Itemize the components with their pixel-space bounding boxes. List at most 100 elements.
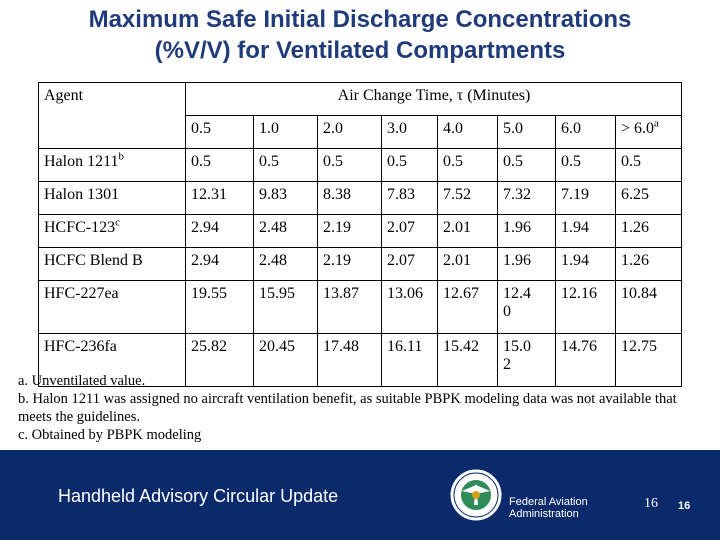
slide-title: Maximum Safe Initial Discharge Concentra… bbox=[0, 4, 720, 66]
table-row: HCFC-123c 2.94 2.48 2.19 2.07 2.01 1.96 1.94 1.2… bbox=[38, 214, 682, 248]
value-cell: 15.42 bbox=[437, 333, 498, 387]
concentration-value: 12.67 bbox=[443, 285, 479, 302]
concentration-value: 15.42 bbox=[443, 338, 479, 355]
concentration-value: 7.19 bbox=[561, 186, 589, 203]
concentration-value: 2.94 bbox=[191, 252, 219, 269]
concentration-value: 1.96 bbox=[503, 219, 531, 236]
agent-footnote-marker: b bbox=[118, 150, 125, 163]
concentration-value: 17.48 bbox=[323, 338, 359, 355]
column-header-cell: > 6.0a bbox=[615, 115, 682, 149]
concentration-value: 13.87 bbox=[323, 285, 359, 302]
agent-name: HFC-227ea bbox=[44, 285, 119, 302]
column-header-row: 0.5 1.0 2.0 3.0 4.0 5.0 6.0 > 6.0a bbox=[39, 115, 682, 149]
concentration-table: Agent Air Change Time, τ (Minutes) 0.5 1.… bbox=[38, 82, 682, 387]
column-header-cell: 4.0 bbox=[437, 115, 498, 149]
value-cell: 7.19 bbox=[555, 181, 616, 215]
value-cell: 0.5 bbox=[317, 148, 382, 182]
table-row: Halon 1211b 0.5 0.5 0.5 0.5 0.5 0.5 0.5 0.5 bbox=[38, 148, 682, 182]
concentration-value: 8.38 bbox=[323, 186, 351, 203]
value-cell: 1.94 bbox=[555, 214, 616, 248]
concentration-value: 0.5 bbox=[387, 153, 407, 170]
value-cell: 2.07 bbox=[381, 247, 438, 281]
concentration-value: 20.45 bbox=[259, 338, 295, 355]
concentration-value: 19.55 bbox=[191, 285, 227, 302]
value-cell: 1.26 bbox=[615, 214, 682, 248]
concentration-value: 7.83 bbox=[387, 186, 415, 203]
concentration-value: 12.4 0 bbox=[503, 285, 531, 320]
table-row: Halon 1301 12.31 9.83 8.38 7.83 7.52 7.32 7.19 6… bbox=[38, 181, 682, 215]
table-row: HFC-236fa 25.82 20.45 17.48 16.11 15.42 15.0 2… bbox=[38, 333, 682, 387]
slide-number: 16 bbox=[644, 496, 658, 511]
value-cell: 8.38 bbox=[317, 181, 382, 215]
value-cell: 2.01 bbox=[437, 214, 498, 248]
column-header-cell: 3.0 bbox=[381, 115, 438, 149]
concentration-value: 0.5 bbox=[443, 153, 463, 170]
concentration-value: 7.52 bbox=[443, 186, 471, 203]
value-cell: 2.48 bbox=[253, 214, 318, 248]
concentration-value: 12.75 bbox=[621, 338, 657, 355]
column-header: 0.5 bbox=[191, 120, 211, 137]
value-cell: 15.0 2 bbox=[497, 333, 556, 387]
agency-line-2: Administration bbox=[509, 508, 579, 520]
footer-band: Handheld Advisory Circular Update bbox=[0, 450, 720, 540]
value-cell: 20.45 bbox=[253, 333, 318, 387]
agent-header: Agent bbox=[44, 87, 84, 104]
agent-name: Halon 1301 bbox=[44, 186, 120, 203]
concentration-value: 25.82 bbox=[191, 338, 227, 355]
concentration-value: 7.32 bbox=[503, 186, 531, 203]
concentration-value: 15.95 bbox=[259, 285, 295, 302]
agent-name: HFC-236fa bbox=[44, 338, 117, 355]
value-cell: 1.96 bbox=[497, 247, 556, 281]
concentration-value: 9.83 bbox=[259, 186, 287, 203]
value-cell: 1.94 bbox=[555, 247, 616, 281]
concentration-value: 1.26 bbox=[621, 252, 649, 269]
value-cell: 7.52 bbox=[437, 181, 498, 215]
value-cell: 6.25 bbox=[615, 181, 682, 215]
value-cell: 17.48 bbox=[317, 333, 382, 387]
column-header-cell: 1.0 bbox=[253, 115, 318, 149]
agent-cell: HCFC Blend B bbox=[38, 247, 186, 281]
air-change-header: Air Change Time, τ (Minutes) bbox=[337, 87, 531, 104]
concentration-value: 13.06 bbox=[387, 285, 423, 302]
value-cell: 0.5 bbox=[185, 148, 254, 182]
value-cell: 0.5 bbox=[253, 148, 318, 182]
concentration-value: 15.0 2 bbox=[503, 338, 531, 373]
value-cell: 12.67 bbox=[437, 280, 498, 334]
value-cell: 10.84 bbox=[615, 280, 682, 334]
agent-cell: Halon 1301 bbox=[38, 181, 186, 215]
column-header-cell: 0.5 bbox=[185, 115, 254, 149]
table-header-row: Agent Air Change Time, τ (Minutes) bbox=[38, 82, 682, 149]
column-header-cell: 2.0 bbox=[317, 115, 382, 149]
concentration-value: 1.26 bbox=[621, 219, 649, 236]
column-header: > 6.0 bbox=[621, 120, 655, 137]
concentration-value: 0.5 bbox=[561, 153, 581, 170]
concentration-value: 2.01 bbox=[443, 252, 471, 269]
concentration-value: 2.48 bbox=[259, 252, 287, 269]
agent-name: HCFC-123 bbox=[44, 219, 116, 236]
footnote-c: c. Obtained by PBPK modeling bbox=[18, 427, 202, 443]
concentration-value: 0.5 bbox=[503, 153, 523, 170]
value-cell: 0.5 bbox=[497, 148, 556, 182]
value-cell: 2.94 bbox=[185, 214, 254, 248]
concentration-value: 1.94 bbox=[561, 252, 589, 269]
group-header-cell: Air Change Time, τ (Minutes) bbox=[185, 82, 682, 116]
concentration-value: 6.25 bbox=[621, 186, 649, 203]
concentration-value: 0.5 bbox=[259, 153, 279, 170]
column-header-cell: 6.0 bbox=[555, 115, 616, 149]
value-cell: 12.16 bbox=[555, 280, 616, 334]
value-cell: 14.76 bbox=[555, 333, 616, 387]
value-cell: 2.01 bbox=[437, 247, 498, 281]
value-cell: 25.82 bbox=[185, 333, 254, 387]
value-cell: 15.95 bbox=[253, 280, 318, 334]
concentration-value: 2.19 bbox=[323, 219, 351, 236]
column-footnote-marker: a bbox=[654, 117, 659, 130]
concentration-value: 2.19 bbox=[323, 252, 351, 269]
value-cell: 7.83 bbox=[381, 181, 438, 215]
concentration-value: 2.48 bbox=[259, 219, 287, 236]
footer-title: Handheld Advisory Circular Update bbox=[58, 486, 339, 506]
value-cell: 16.11 bbox=[381, 333, 438, 387]
value-cell: 12.75 bbox=[615, 333, 682, 387]
title-line-1: Maximum Safe Initial Discharge Concentra… bbox=[88, 6, 632, 33]
value-cell: 1.26 bbox=[615, 247, 682, 281]
concentration-value: 10.84 bbox=[621, 285, 657, 302]
